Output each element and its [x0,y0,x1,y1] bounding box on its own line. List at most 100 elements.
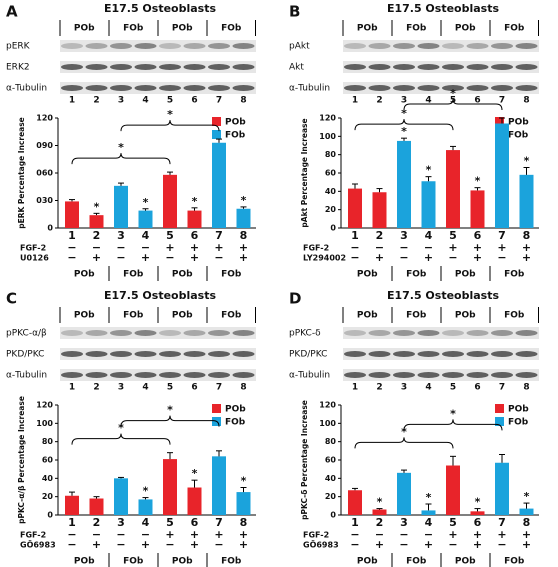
x-tick-label: 4 [425,516,433,529]
treatment-sign: − [116,241,125,254]
lane-number: 4 [425,383,431,393]
legend-label: POb [225,118,246,128]
bar [163,174,177,228]
legend-label: FOb [508,418,529,428]
blot-band [417,330,440,336]
treatment-sign: + [448,528,457,541]
treatment-sign: + [141,251,150,264]
blot-strip [60,348,256,360]
y-tick-label: 120 [319,114,336,123]
blot-band [208,372,230,378]
significance-star: * [377,496,383,509]
treatment-name: FGF-2 [303,244,329,253]
blot-band [85,372,108,378]
lane-number: 8 [240,96,246,106]
group-label: FOb [406,557,427,567]
x-tick-label: 2 [93,516,101,529]
bracket-label: * [118,422,124,435]
lane-number: 8 [523,383,529,393]
bar [138,210,153,228]
bracket [71,153,171,165]
blot-band [393,43,415,49]
blot-band [232,64,255,70]
blot-band [417,43,440,49]
blot-band [515,330,538,336]
treatment-sign: + [190,251,199,264]
blot-band [344,64,366,70]
treatment-sign: − [116,251,125,264]
blot-strip [343,348,539,360]
panel-letter: D [289,290,301,308]
lane-number: 6 [474,96,480,106]
lane-number: 6 [474,383,480,393]
lane-number: 4 [142,96,148,106]
bar [421,510,436,515]
bar [187,210,202,228]
treatment-sign: − [375,241,384,254]
blot-band [134,43,157,49]
treatment-sign: + [239,528,248,541]
blot-band [232,351,255,357]
blot-strip [60,327,256,339]
blot-strip [60,369,256,381]
blot-band [85,43,108,49]
significance-star: * [475,175,481,188]
bracket-label: * [450,87,456,100]
legend-swatch [495,417,504,426]
panel-title: E17.5 Osteoblasts [104,289,217,302]
bar [372,192,387,228]
treatment-sign: − [399,538,408,551]
treatment-sign: + [190,241,199,254]
panel-letter: A [6,3,18,21]
blot-band [159,330,181,336]
y-tick-label: 60 [325,456,337,465]
x-tick-label: 3 [117,229,125,242]
blot-band [466,85,489,91]
treatment-sign: + [522,538,531,551]
blot-band [134,64,157,70]
bracket [354,119,454,131]
y-tick-label: 0 [47,511,53,520]
blot-band [232,372,255,378]
blot-band [368,372,391,378]
significance-star: * [524,155,530,168]
y-tick-label: 40 [325,474,337,483]
x-tick-label: 6 [191,229,199,242]
group-label: FOb [123,557,144,567]
x-tick-label: 7 [215,229,223,242]
blot-band [134,372,157,378]
treatment-sign: − [116,528,125,541]
blot-strip [343,369,539,381]
blot-band [61,372,83,378]
blot-band [344,372,366,378]
x-tick-label: 2 [376,516,384,529]
band-label: Akt [289,63,304,73]
lane-number: 5 [450,383,456,393]
blot-band [208,351,230,357]
blot-band [208,85,230,91]
blot-band [442,351,464,357]
treatment-sign: − [448,538,457,551]
y-tick-label: 20 [325,492,337,501]
bar [89,498,104,515]
bar [187,487,202,515]
blot-band [232,85,255,91]
blot-group: POb [455,311,476,321]
y-tick-label: 60 [325,169,337,178]
blot-group: POb [172,311,193,321]
blot-band [344,351,366,357]
blot-band [466,43,489,49]
blot-band [515,43,538,49]
blot-band [368,64,391,70]
blot-band [134,351,157,357]
treatment-sign: − [165,251,174,264]
bracket [120,120,220,132]
treatment-sign: + [214,241,223,254]
bar [212,456,226,515]
blot-band [393,351,415,357]
y-tick-label: 120 [319,401,336,410]
y-tick-label: 100 [319,419,336,428]
band-label: pPKC-δ [289,329,321,339]
lane-number: 1 [352,383,358,393]
lane-number: 1 [352,96,358,106]
